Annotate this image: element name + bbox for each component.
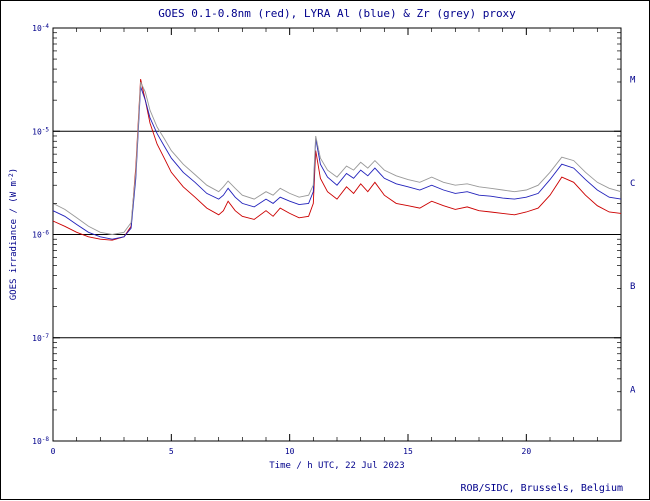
y-tick-label: 10-8 [32,436,49,446]
y-axis-label: GOES irradiance / (W m-2) [7,168,19,300]
y-tick-label: 10-4 [32,23,49,33]
x-tick-label: 15 [403,447,413,456]
x-tick-label: 20 [522,447,532,456]
series-grey [52,81,622,235]
x-axis-label: Time / h UTC, 22 Jul 2023 [269,461,404,471]
series-blue [52,86,622,240]
flare-class-label: C [630,179,635,189]
series-red [52,79,622,241]
credit: ROB/SIDC, Brussels, Belgium [460,483,623,494]
flare-class-label: M [630,76,636,86]
x-tick-label: 0 [51,447,56,456]
y-tick-label: 10-7 [32,333,49,343]
flare-class-label: B [630,282,635,292]
y-tick-label: 10-6 [32,230,49,240]
y-tick-label: 10-5 [32,126,49,136]
chart-title: GOES 0.1-0.8nm (red), LYRA Al (blue) & Z… [158,7,516,20]
x-tick-label: 5 [169,447,174,456]
flare-class-label: A [630,385,636,395]
x-tick-label: 10 [285,447,295,456]
plot-content: 10-8 10-7 10-6 10-5 10-4 0 5 10 15 20 M C B A [32,23,636,456]
